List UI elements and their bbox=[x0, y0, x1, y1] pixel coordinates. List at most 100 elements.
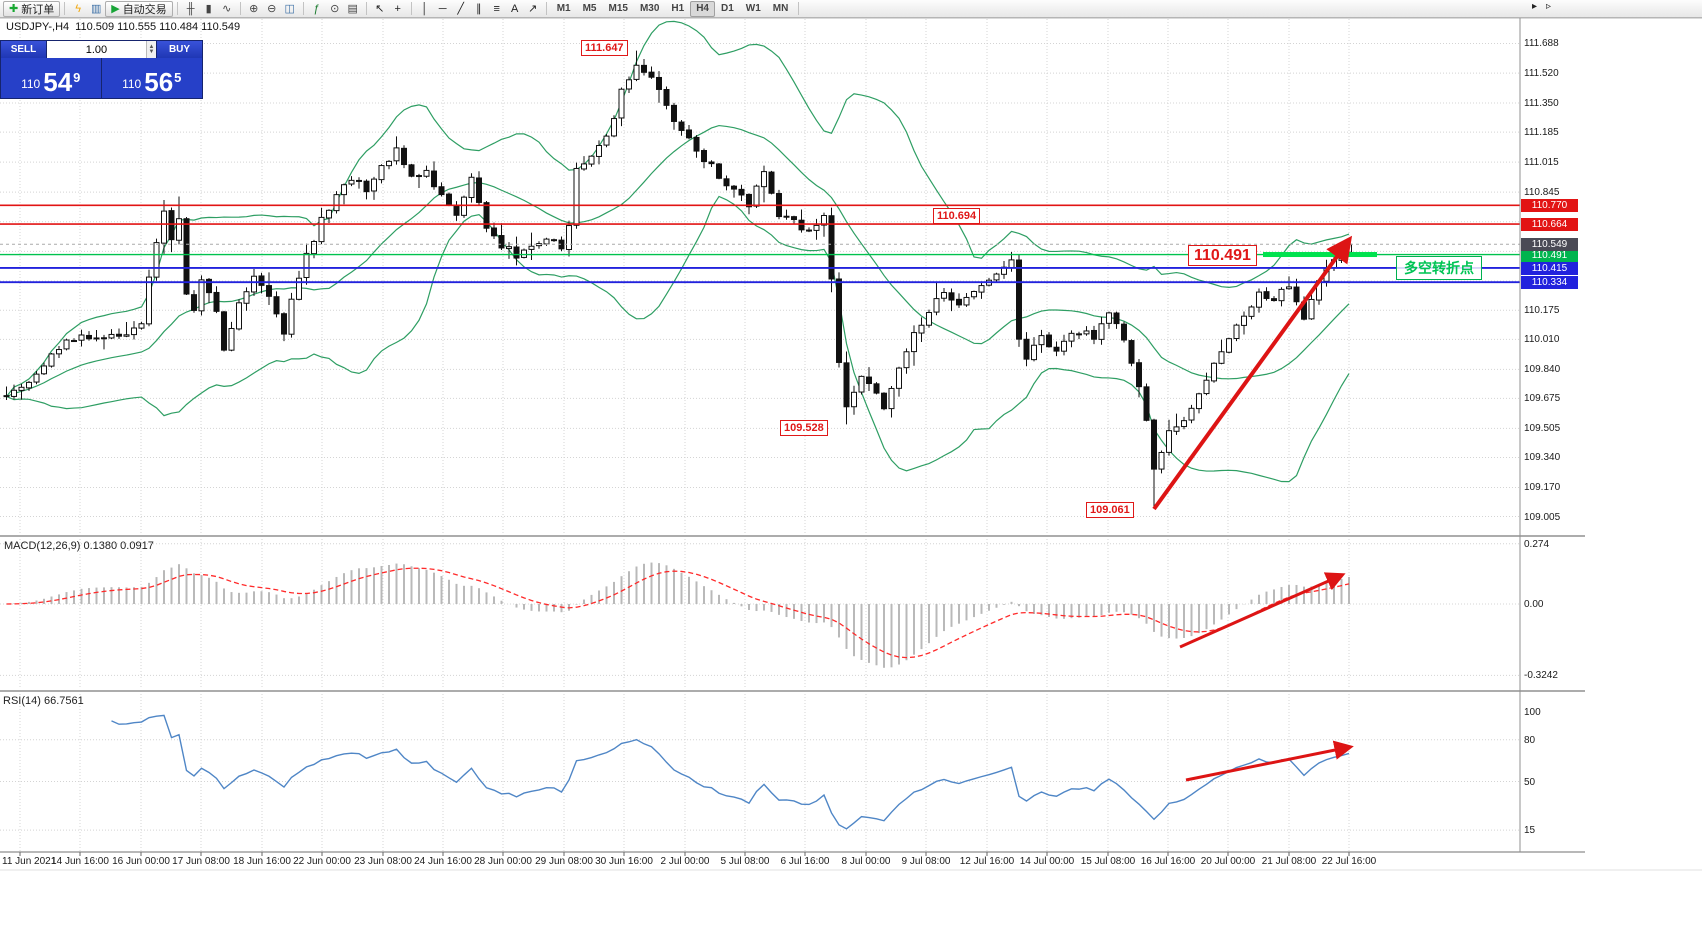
new-order-button[interactable]: ✚ 新订单 bbox=[3, 0, 61, 17]
timeframe-m5-button[interactable]: M5 bbox=[582, 3, 597, 14]
candlestick-mode-icon[interactable]: ▮ bbox=[200, 1, 218, 17]
text-tool-button[interactable]: A bbox=[506, 1, 524, 17]
timeframe-h4-button[interactable]: H4 bbox=[690, 0, 715, 17]
sell-price-big: 54 bbox=[43, 67, 73, 97]
panel-separator-rsi[interactable] bbox=[0, 690, 1520, 693]
cursor-tool-glyph: ↖ bbox=[375, 2, 385, 15]
rsi-axis-tick: 15 bbox=[1524, 825, 1536, 837]
current-price-tag: 110.549 bbox=[1521, 238, 1578, 252]
vertical-line-tool-glyph: │ bbox=[421, 2, 429, 15]
market-watch-icon-glyph: ▥ bbox=[91, 2, 102, 15]
price-axis-tick: 109.675 bbox=[1524, 393, 1561, 405]
indicators-button[interactable]: ƒ bbox=[308, 1, 326, 17]
timeframe-m15-button[interactable]: M15 bbox=[608, 3, 628, 14]
channel-tool-button[interactable]: ∥ bbox=[470, 1, 488, 17]
time-axis-label: 5 Jul 08:00 bbox=[720, 856, 770, 867]
chart-shift-icon[interactable]: ▹ bbox=[1546, 1, 1552, 12]
sell-price[interactable]: 110 54 9 bbox=[1, 58, 102, 98]
symbol-title: USDJPY-,H4 bbox=[6, 21, 70, 33]
turning-point-note[interactable]: 多空转折点 bbox=[1396, 256, 1482, 280]
time-axis-label: 24 Jun 16:00 bbox=[414, 856, 472, 867]
price-callout[interactable]: 110.694 bbox=[933, 208, 981, 224]
time-axis-label: 6 Jul 16:00 bbox=[780, 856, 830, 867]
time-axis-label: 14 Jul 00:00 bbox=[1019, 856, 1075, 867]
timeframe-m1-button[interactable]: M1 bbox=[556, 3, 571, 14]
arrow-tool-glyph: ↗ bbox=[528, 2, 538, 15]
arrow-tool-button[interactable]: ↗ bbox=[524, 1, 542, 17]
price-level-tag: 110.491 bbox=[1521, 248, 1578, 262]
time-axis-label: 14 Jun 16:00 bbox=[51, 856, 109, 867]
time-axis-label: 20 Jul 00:00 bbox=[1200, 856, 1256, 867]
buy-price-big: 56 bbox=[144, 67, 174, 97]
toolbar-separator bbox=[302, 2, 304, 15]
price-callout[interactable]: 109.061 bbox=[1086, 502, 1134, 518]
trendline-tool-button[interactable]: ╱ bbox=[452, 1, 470, 17]
price-axis-tick: 111.350 bbox=[1524, 98, 1559, 110]
zoom-in-button[interactable]: ⊕ bbox=[245, 1, 263, 17]
price-callout[interactable]: 110.491 bbox=[1188, 245, 1257, 266]
buy-price-prefix: 110 bbox=[122, 77, 142, 91]
crosshair-tool-glyph: + bbox=[394, 2, 401, 15]
timeframe-d1-button[interactable]: D1 bbox=[721, 3, 734, 14]
timeframe-w1-button[interactable]: W1 bbox=[745, 3, 761, 14]
sell-button[interactable]: SELL bbox=[1, 41, 46, 58]
trendline-tool-glyph: ╱ bbox=[457, 2, 464, 15]
price-axis-tick: 109.170 bbox=[1524, 482, 1561, 494]
autotrading-lightning-icon[interactable]: ϟ bbox=[69, 1, 87, 17]
time-axis-label: 12 Jul 16:00 bbox=[959, 856, 1015, 867]
toolbar-separator bbox=[176, 2, 178, 15]
volume-box: ▲▼ bbox=[46, 41, 157, 58]
templates-button[interactable]: ▤ bbox=[344, 1, 362, 17]
time-axis-label: 16 Jun 00:00 bbox=[112, 856, 170, 867]
timeframe-h1-button[interactable]: H1 bbox=[671, 3, 685, 14]
time-axis-label: 16 Jul 16:00 bbox=[1140, 856, 1196, 867]
buy-price-sup: 5 bbox=[174, 70, 182, 85]
time-axis-label: 29 Jun 08:00 bbox=[535, 856, 593, 867]
price-axis-tick: 109.505 bbox=[1524, 423, 1561, 435]
line-chart-mode-icon[interactable]: ∿ bbox=[218, 1, 236, 17]
toolbar-separator bbox=[239, 2, 241, 15]
buy-button[interactable]: BUY bbox=[157, 41, 202, 58]
toolbar-separator bbox=[365, 2, 367, 15]
text-tool-glyph: A bbox=[511, 2, 519, 15]
price-axis-tick: 110.175 bbox=[1524, 305, 1560, 317]
fibonacci-tool-button[interactable]: ≡ bbox=[488, 1, 506, 17]
price-axis-tick: 111.015 bbox=[1524, 157, 1559, 169]
periods-button[interactable]: ⊙ bbox=[326, 1, 344, 17]
chart-autoscroll-icon[interactable]: ▸ bbox=[1532, 1, 1538, 12]
price-callout[interactable]: 111.647 bbox=[581, 40, 628, 56]
indicators-glyph: ƒ bbox=[313, 2, 320, 15]
time-axis-label: 22 Jul 16:00 bbox=[1321, 856, 1377, 867]
autotrade-button[interactable]: ▶ 自动交易 bbox=[105, 0, 173, 17]
price-axis-tick: 110.010 bbox=[1524, 334, 1560, 346]
horizontal-line-tool-button[interactable]: ─ bbox=[434, 1, 452, 17]
price-level-tag: 110.334 bbox=[1521, 276, 1578, 290]
crosshair-tool-button[interactable]: + bbox=[389, 1, 407, 17]
zoom-out-button[interactable]: ⊖ bbox=[263, 1, 281, 17]
timeframe-mn-button[interactable]: MN bbox=[772, 3, 789, 14]
cursor-tool-button[interactable]: ↖ bbox=[371, 1, 389, 17]
toolbar-separator bbox=[798, 2, 800, 15]
time-axis-label: 23 Jun 08:00 bbox=[354, 856, 412, 867]
bar-chart-mode-icon[interactable]: ╫ bbox=[182, 1, 200, 17]
templates-glyph: ▤ bbox=[347, 2, 358, 15]
price-level-tag: 110.664 bbox=[1521, 218, 1578, 232]
market-watch-icon[interactable]: ▥ bbox=[87, 1, 105, 17]
volume-input[interactable] bbox=[47, 41, 146, 58]
macd-axis-tick: -0.3242 bbox=[1524, 670, 1558, 682]
volume-stepper[interactable]: ▲ ▼ bbox=[145, 41, 156, 58]
time-axis-label: 22 Jun 00:00 bbox=[293, 856, 351, 867]
autotrade-glyph: ▶ bbox=[111, 2, 120, 15]
price-axis-tick: 109.340 bbox=[1524, 452, 1561, 464]
buy-price[interactable]: 110 56 5 bbox=[102, 58, 203, 98]
autotrading-lightning-icon-glyph: ϟ bbox=[75, 2, 82, 15]
time-axis-label: 15 Jul 08:00 bbox=[1080, 856, 1136, 867]
vertical-line-tool-button[interactable]: │ bbox=[416, 1, 434, 17]
one-click-trading-panel: SELL ▲▼ BUY 110 54 9 110 56 5 bbox=[0, 40, 203, 99]
tile-windows-icon[interactable]: ◫ bbox=[281, 1, 299, 17]
panel-separator-macd[interactable] bbox=[0, 535, 1520, 538]
timeframe-m30-button[interactable]: M30 bbox=[639, 3, 660, 14]
new-order-glyph: ✚ bbox=[9, 2, 19, 15]
price-callout[interactable]: 109.528 bbox=[780, 420, 828, 436]
